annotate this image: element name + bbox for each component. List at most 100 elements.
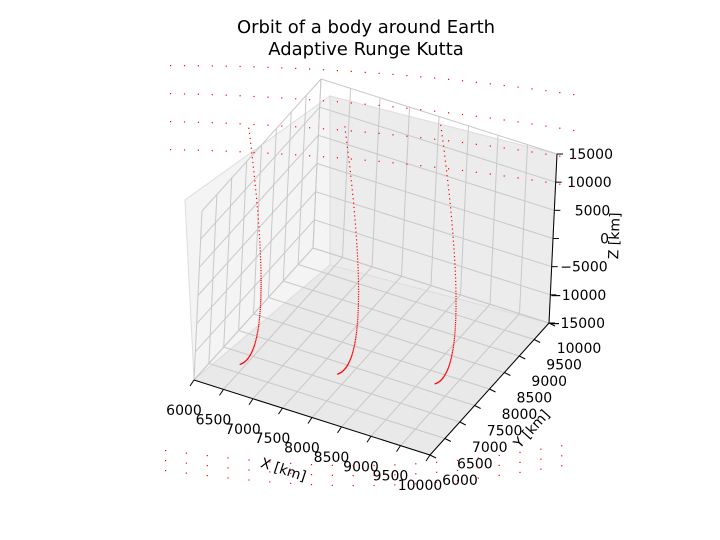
- trajectory-point: [252, 349, 254, 351]
- trajectory-point: [455, 303, 457, 305]
- trajectory-point: [309, 99, 311, 101]
- trajectory-point: [243, 361, 245, 363]
- trajectory-point: [258, 230, 260, 232]
- trajectory-point: [336, 70, 338, 72]
- trajectory-point: [257, 329, 259, 331]
- y-tick-mark: [504, 372, 511, 376]
- trajectory-point: [434, 77, 436, 79]
- trajectory-point: [454, 324, 457, 326]
- trajectory-point: [378, 104, 380, 106]
- trajectory-point: [281, 67, 283, 69]
- trajectory-point: [197, 65, 199, 67]
- x-tick-label: 10000: [398, 478, 443, 494]
- trajectory-point: [331, 464, 333, 466]
- trajectory-point: [352, 198, 354, 200]
- trajectory-point: [354, 219, 356, 221]
- y-tick-mark: [429, 454, 437, 459]
- trajectory-point: [254, 343, 256, 345]
- trajectory-point: [357, 293, 360, 295]
- trajectory-point: [227, 467, 229, 469]
- trajectory-point: [185, 462, 187, 464]
- trajectory-point: [269, 471, 271, 473]
- trajectory-point: [239, 95, 241, 97]
- trajectory-point: [260, 272, 262, 274]
- trajectory-point: [260, 277, 262, 280]
- trajectory-point: [259, 241, 261, 243]
- trajectory-point: [531, 179, 533, 181]
- trajectory-point: [206, 465, 208, 467]
- trajectory-point: [447, 367, 449, 369]
- trajectory-point: [352, 475, 354, 477]
- trajectory-point: [346, 365, 348, 367]
- trajectory-point: [243, 362, 245, 364]
- trajectory-point: [442, 377, 444, 379]
- trajectory-point: [452, 348, 454, 350]
- trajectory-point: [247, 357, 249, 359]
- trajectory-point: [447, 184, 449, 186]
- trajectory-point: [248, 132, 251, 134]
- trajectory-point: [185, 452, 187, 454]
- trajectory-point: [498, 474, 500, 476]
- trajectory-point: [453, 252, 455, 254]
- trajectory-point: [257, 218, 259, 220]
- trajectory-point: [443, 376, 445, 378]
- trajectory-point: [351, 184, 353, 186]
- trajectory-point: [267, 96, 269, 98]
- trajectory-point: [170, 121, 172, 123]
- trajectory-point: [441, 378, 443, 380]
- trajectory-point: [211, 94, 213, 96]
- trajectory-point: [344, 367, 346, 370]
- trajectory-point: [256, 336, 258, 338]
- trajectory-point: [573, 185, 575, 188]
- trajectory-point: [450, 359, 452, 361]
- trajectory-point: [434, 166, 436, 168]
- trajectory-point: [336, 157, 338, 159]
- trajectory-point: [498, 454, 500, 456]
- trajectory-point: [455, 319, 457, 321]
- trajectory-point: [322, 156, 325, 158]
- trajectory-point: [225, 94, 227, 96]
- trajectory-point: [455, 300, 457, 303]
- trajectory-point: [260, 302, 262, 304]
- y-tick-label: 8500: [517, 391, 553, 407]
- z-tick-label: −5000: [560, 260, 607, 276]
- trajectory-point: [392, 134, 394, 136]
- trajectory-point: [345, 366, 347, 368]
- trajectory-point: [346, 364, 348, 367]
- trajectory-point: [251, 351, 253, 353]
- trajectory-point: [420, 109, 422, 111]
- trajectory-point: [260, 285, 262, 288]
- trajectory-point: [531, 151, 533, 153]
- trajectory-point: [350, 358, 352, 360]
- trajectory-point: [253, 347, 255, 349]
- trajectory-point: [350, 180, 352, 182]
- trajectory-point: [561, 445, 563, 447]
- trajectory-point: [357, 267, 359, 269]
- trajectory-point: [240, 363, 242, 365]
- trajectory-point: [259, 316, 261, 318]
- trajectory-point: [185, 472, 187, 474]
- trajectory-point: [559, 183, 561, 185]
- trajectory-point: [448, 78, 450, 80]
- trajectory-point: [197, 93, 199, 95]
- trajectory-point: [350, 158, 352, 160]
- trajectory-point: [197, 121, 199, 123]
- trajectory-point: [260, 267, 262, 269]
- trajectory-point: [355, 332, 358, 334]
- trajectory-point: [254, 180, 256, 182]
- trajectory-point: [475, 81, 477, 83]
- y-tick-label: 9500: [546, 358, 582, 374]
- trajectory-point: [352, 485, 354, 487]
- trajectory-point: [357, 312, 359, 314]
- trajectory-point: [350, 130, 352, 132]
- trajectory-point: [256, 202, 258, 204]
- trajectory-point: [545, 90, 547, 92]
- trajectory-point: [357, 258, 359, 260]
- trajectory-point: [356, 255, 359, 257]
- trajectory-point: [561, 455, 563, 457]
- trajectory-point: [352, 465, 354, 467]
- trajectory-point: [295, 67, 297, 69]
- trajectory-point: [183, 121, 186, 123]
- trajectory-point: [281, 97, 283, 99]
- trajectory-point: [454, 274, 456, 276]
